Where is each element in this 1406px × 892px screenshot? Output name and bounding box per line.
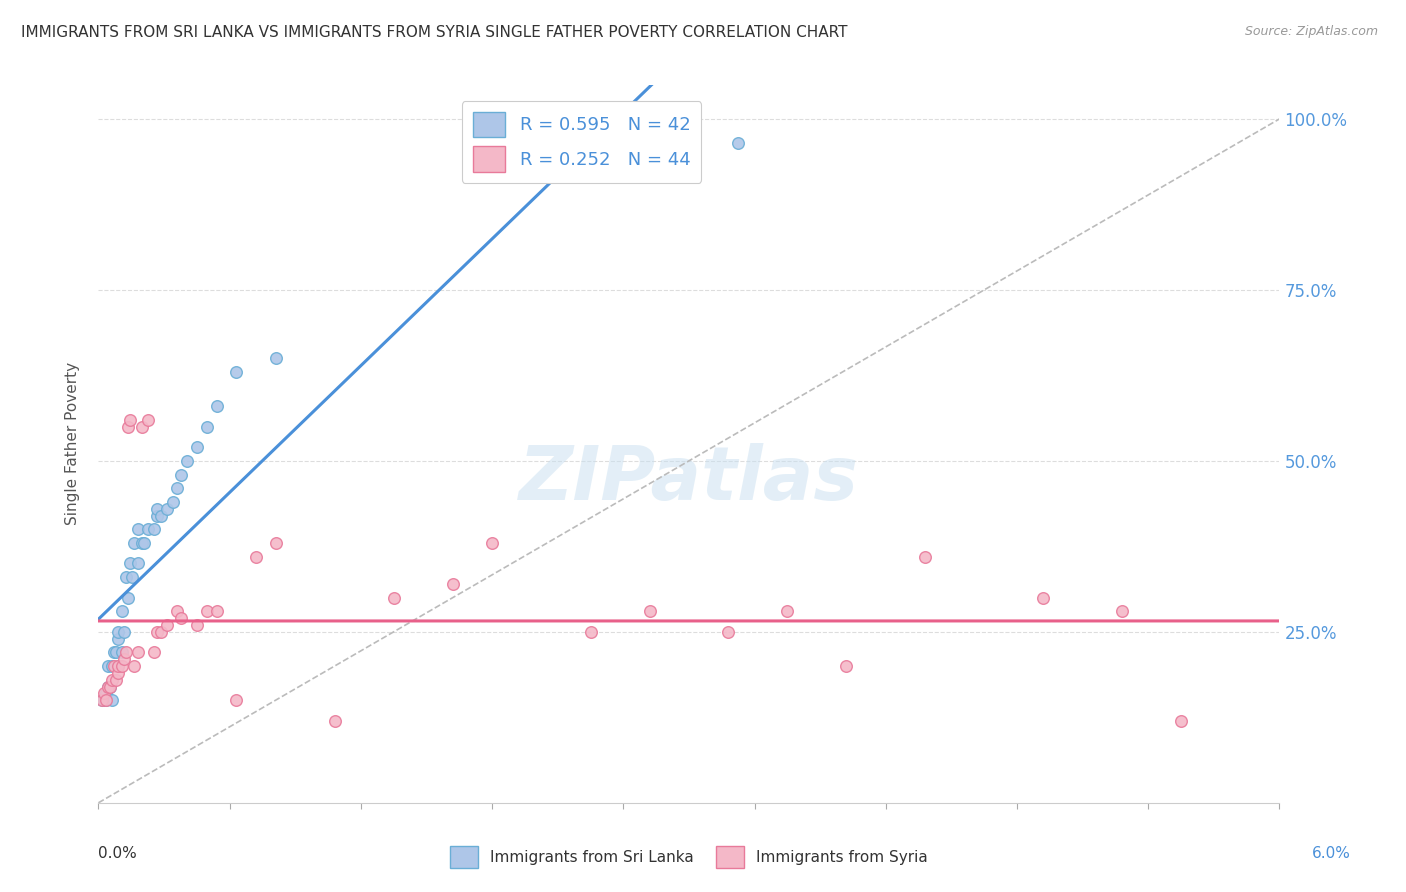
Point: [717, 624, 740, 639]
Point: [136, 413, 159, 427]
Point: [91, 693, 114, 707]
Point: [835, 659, 858, 673]
Point: [98, 680, 121, 694]
Point: [166, 481, 188, 495]
Point: [142, 522, 165, 536]
Point: [150, 624, 173, 639]
Point: [132, 536, 155, 550]
Point: [136, 522, 159, 536]
Point: [96, 686, 118, 700]
Point: [1170, 714, 1192, 728]
Point: [118, 413, 141, 427]
Point: [103, 645, 125, 659]
Point: [127, 522, 149, 536]
Point: [122, 659, 145, 673]
Point: [97, 680, 120, 694]
Point: [205, 604, 228, 618]
Point: [146, 501, 169, 516]
Point: [101, 693, 124, 707]
Point: [127, 645, 149, 659]
Point: [186, 618, 208, 632]
Point: [97, 680, 120, 694]
Point: [195, 419, 218, 434]
Point: [107, 659, 129, 673]
Point: [101, 673, 124, 687]
Text: 0.0%: 0.0%: [98, 846, 138, 861]
Point: [122, 536, 145, 550]
Point: [93, 693, 115, 707]
Point: [91, 693, 114, 707]
Point: [638, 604, 661, 618]
Point: [205, 399, 228, 413]
Point: [142, 645, 165, 659]
Point: [111, 659, 134, 673]
Point: [96, 693, 118, 707]
Point: [225, 693, 247, 707]
Point: [103, 659, 125, 673]
Point: [105, 673, 128, 687]
Point: [579, 624, 602, 639]
Text: ZIPatlas: ZIPatlas: [519, 443, 859, 516]
Y-axis label: Single Father Poverty: Single Father Poverty: [65, 362, 80, 525]
Point: [118, 557, 141, 571]
Legend: Immigrants from Sri Lanka, Immigrants from Syria: Immigrants from Sri Lanka, Immigrants fr…: [444, 840, 934, 874]
Point: [101, 659, 124, 673]
Point: [914, 549, 936, 564]
Point: [115, 645, 138, 659]
Point: [170, 467, 193, 482]
Point: [93, 686, 115, 700]
Point: [96, 693, 118, 707]
Point: [107, 632, 129, 646]
Point: [264, 536, 287, 550]
Point: [131, 419, 153, 434]
Point: [170, 611, 193, 625]
Point: [150, 508, 173, 523]
Point: [245, 549, 267, 564]
Point: [117, 591, 139, 605]
Point: [127, 557, 149, 571]
Point: [112, 624, 135, 639]
Point: [107, 665, 129, 680]
Point: [97, 659, 120, 673]
Text: 6.0%: 6.0%: [1312, 846, 1350, 861]
Point: [107, 624, 129, 639]
Point: [776, 604, 799, 618]
Point: [166, 604, 188, 618]
Point: [146, 508, 169, 523]
Point: [441, 577, 464, 591]
Point: [1111, 604, 1133, 618]
Point: [195, 604, 218, 618]
Point: [98, 680, 121, 694]
Point: [382, 591, 405, 605]
Text: Source: ZipAtlas.com: Source: ZipAtlas.com: [1244, 25, 1378, 38]
Point: [323, 714, 346, 728]
Point: [1032, 591, 1054, 605]
Point: [481, 536, 503, 550]
Point: [225, 365, 247, 379]
Point: [131, 536, 153, 550]
Point: [176, 454, 198, 468]
Point: [264, 351, 287, 366]
Point: [111, 645, 134, 659]
Point: [186, 440, 208, 454]
Point: [121, 570, 143, 584]
Point: [146, 624, 169, 639]
Point: [156, 618, 179, 632]
Point: [727, 136, 749, 150]
Point: [112, 652, 135, 666]
Point: [105, 645, 128, 659]
Point: [115, 570, 138, 584]
Point: [107, 659, 129, 673]
Point: [162, 495, 184, 509]
Text: IMMIGRANTS FROM SRI LANKA VS IMMIGRANTS FROM SYRIA SINGLE FATHER POVERTY CORRELA: IMMIGRANTS FROM SRI LANKA VS IMMIGRANTS …: [21, 25, 848, 40]
Point: [156, 501, 179, 516]
Point: [117, 419, 139, 434]
Point: [111, 604, 134, 618]
